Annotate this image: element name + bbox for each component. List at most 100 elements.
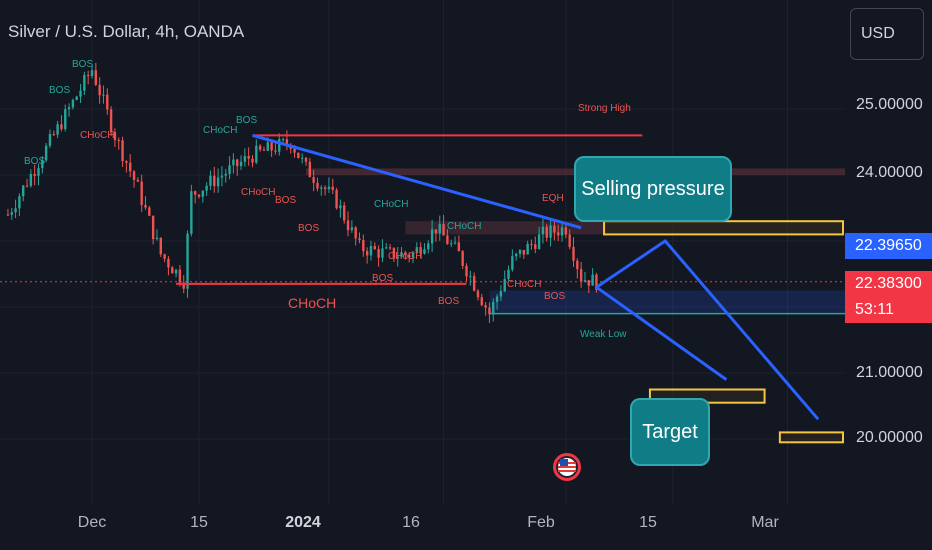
candle-body bbox=[285, 139, 289, 145]
candle-body bbox=[60, 124, 63, 130]
candle-body bbox=[457, 242, 461, 252]
candle-body bbox=[396, 256, 399, 259]
candle-body bbox=[564, 227, 568, 235]
candle-body bbox=[400, 252, 403, 257]
candle-body bbox=[90, 70, 94, 77]
smc-label: CHoCH bbox=[374, 199, 409, 210]
choch-label-main: CHoCH bbox=[288, 295, 337, 311]
candle-body bbox=[270, 142, 273, 151]
candle-body bbox=[308, 161, 312, 178]
candle-body bbox=[385, 247, 388, 249]
eqh-label: EQH bbox=[542, 193, 564, 204]
candle-body bbox=[281, 139, 285, 141]
candle-body bbox=[258, 145, 262, 150]
candle-body bbox=[125, 161, 128, 163]
candle-body bbox=[583, 280, 587, 282]
time-tick: Feb bbox=[527, 514, 555, 531]
us-flag-icon[interactable] bbox=[553, 447, 581, 487]
smc-label: BOS bbox=[72, 59, 94, 70]
candle-body bbox=[232, 159, 235, 166]
candle-body bbox=[197, 194, 201, 197]
candle-body bbox=[48, 133, 52, 146]
candle-body bbox=[64, 109, 67, 130]
trend-lines bbox=[0, 133, 845, 421]
candle-body bbox=[79, 90, 82, 97]
smc-label: BOS bbox=[24, 156, 46, 167]
smc-label: BOS bbox=[275, 195, 297, 206]
candle-body bbox=[167, 258, 170, 268]
smc-label: CHoCH bbox=[241, 187, 276, 198]
currency-button[interactable]: USD bbox=[850, 8, 924, 60]
strong-high-label: Strong High bbox=[578, 103, 631, 114]
candle-body bbox=[545, 226, 548, 238]
smc-label: BOS bbox=[372, 273, 394, 284]
projection-path-alt bbox=[595, 285, 728, 381]
candle-body bbox=[44, 145, 48, 161]
candle-body bbox=[488, 307, 491, 315]
candle-body bbox=[98, 84, 101, 96]
candle-body bbox=[320, 187, 323, 189]
target-callout[interactable]: Target bbox=[630, 398, 710, 466]
candle-body bbox=[113, 132, 117, 141]
candle-body bbox=[469, 275, 472, 277]
candle-body bbox=[339, 205, 342, 209]
candle-body bbox=[407, 254, 411, 258]
candle-body bbox=[224, 173, 227, 176]
candle-body bbox=[503, 279, 506, 292]
candle-body bbox=[293, 148, 296, 153]
candle-body bbox=[228, 165, 231, 174]
candle-body bbox=[129, 162, 132, 172]
trend-line bbox=[252, 133, 582, 230]
smc-label: CHoCH bbox=[507, 279, 542, 290]
candle-body bbox=[476, 290, 480, 298]
price-tick: 24.00000 bbox=[856, 164, 923, 181]
candle-body bbox=[155, 237, 159, 240]
candle-body bbox=[213, 175, 216, 187]
selling-pressure-zone bbox=[603, 220, 844, 236]
candle-body bbox=[526, 243, 529, 255]
price-tick: 20.00000 bbox=[856, 429, 923, 446]
candle-body bbox=[251, 158, 254, 163]
candle-body bbox=[541, 226, 545, 235]
projection-path bbox=[595, 239, 820, 421]
candle-body bbox=[121, 140, 124, 162]
smc-label: CHoCH bbox=[388, 251, 423, 262]
demand-zone bbox=[489, 290, 845, 314]
candle-body bbox=[52, 133, 55, 135]
candle-body bbox=[499, 291, 503, 297]
candle-body bbox=[25, 185, 29, 187]
price-tick: 21.00000 bbox=[856, 364, 923, 381]
candle-body bbox=[312, 177, 315, 183]
candle-body bbox=[266, 142, 269, 151]
time-tick: Mar bbox=[751, 514, 779, 531]
candlesticks bbox=[6, 62, 598, 324]
candle-body bbox=[262, 149, 266, 151]
candle-body bbox=[86, 75, 90, 77]
time-tick: 16 bbox=[402, 514, 420, 531]
candle-body bbox=[220, 175, 224, 178]
candle-body bbox=[415, 247, 419, 254]
candle-body bbox=[109, 109, 113, 133]
target-zone-2 bbox=[778, 431, 844, 444]
candle-body bbox=[316, 182, 319, 189]
candle-body bbox=[216, 177, 220, 187]
candle-body bbox=[236, 159, 239, 167]
candle-body bbox=[511, 256, 514, 270]
selling-pressure-callout[interactable]: Selling pressure bbox=[574, 156, 732, 222]
candle-body bbox=[568, 234, 571, 247]
candle-body bbox=[41, 160, 44, 169]
candle-body bbox=[83, 75, 86, 91]
candle-body bbox=[182, 282, 185, 289]
smc-label: CHoCH bbox=[80, 130, 115, 141]
candle-body bbox=[171, 267, 174, 274]
candle-body bbox=[102, 94, 105, 96]
time-tick: 2024 bbox=[285, 514, 321, 531]
smc-label: BOS bbox=[438, 296, 460, 307]
price-tick: 25.00000 bbox=[856, 96, 923, 113]
candle-body bbox=[186, 233, 189, 289]
candle-body bbox=[278, 139, 281, 152]
candle-body bbox=[75, 96, 78, 100]
candle-body bbox=[507, 269, 510, 280]
candle-body bbox=[297, 152, 300, 158]
